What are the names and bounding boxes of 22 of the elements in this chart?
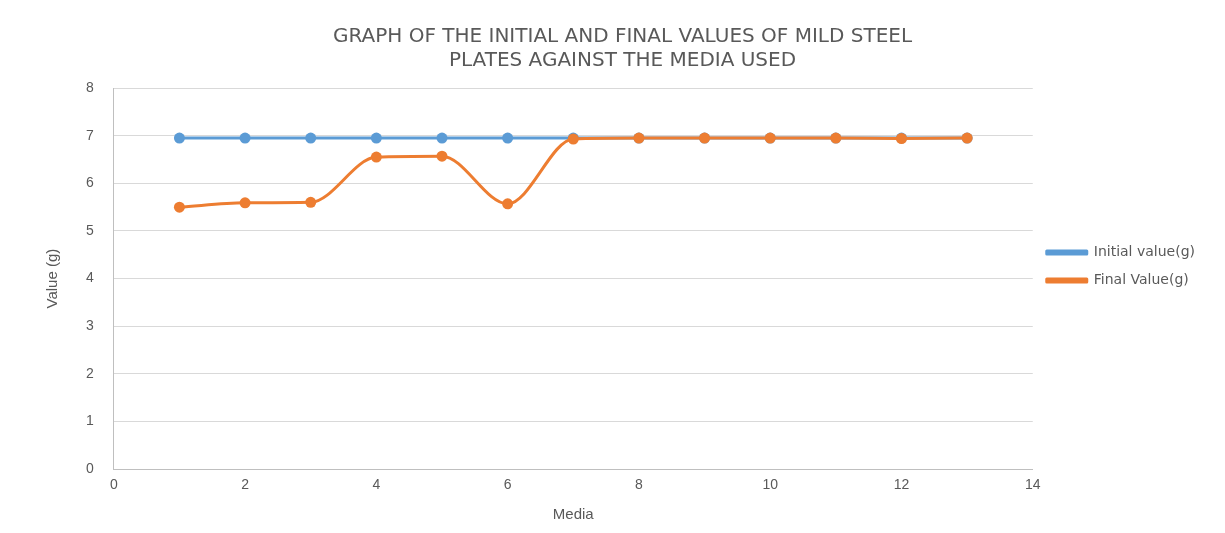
x-tick-label: 14: [1024, 476, 1041, 493]
y-tick-label: 0: [85, 460, 94, 477]
y-tick-label: 7: [85, 126, 94, 143]
y-tick-label: 1: [85, 412, 94, 429]
x-tick-label: 8: [635, 476, 644, 493]
x-tick-label: 10: [762, 476, 779, 493]
legend-label: Initial value(g): [1093, 243, 1196, 260]
y-tick-label: 6: [85, 174, 94, 191]
x-tick-label: 2: [241, 476, 250, 493]
y-tick-label: 4: [85, 269, 94, 286]
legend-label: Final Value(g): [1093, 271, 1189, 288]
x-tick-label: 4: [372, 476, 381, 493]
x-tick-label: 12: [893, 476, 910, 493]
x-axis-title: Media: [552, 505, 595, 523]
y-tick-label: 8: [85, 78, 94, 95]
x-tick-label: 6: [503, 476, 512, 493]
y-tick-label: 5: [85, 221, 94, 238]
chart-title: GRAPH OF THE INITIAL AND FINAL VALUES OF MILD STEEL PLATES AGAINST THE MEDIA USED: [332, 23, 913, 72]
x-tick-label: 0: [109, 476, 118, 493]
y-axis-title: Value (g): [43, 248, 61, 309]
y-tick-label: 2: [85, 364, 94, 381]
y-tick-label: 3: [85, 317, 94, 334]
